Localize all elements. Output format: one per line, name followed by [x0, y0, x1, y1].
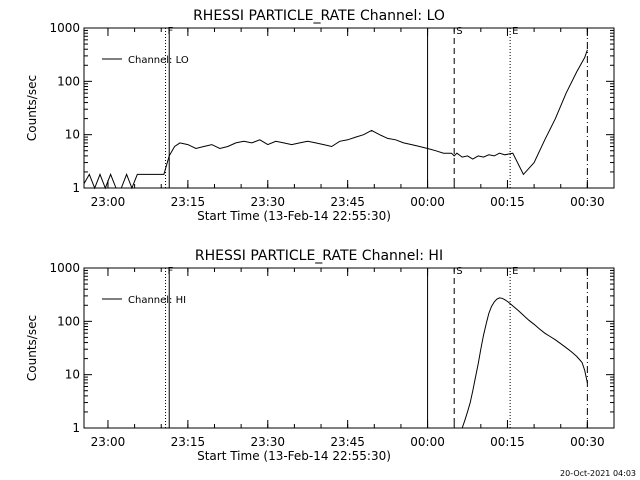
lo-legend-label: Channel: LO [128, 55, 189, 66]
hi-marker-label: S [456, 266, 462, 277]
lo-y-tick-label: 10 [65, 128, 80, 142]
lo-marker-label: E [512, 26, 518, 37]
lo-channel-panel: RHESSI PARTICLE_RATE Channel: LO Start T… [25, 8, 615, 223]
hi-x-tick-label: 00:00 [410, 435, 445, 449]
hi-panel-ylabel: Counts/sec [25, 315, 39, 381]
hi-y-tick-label: 1 [72, 421, 80, 435]
lo-x-tick-label: 00:00 [410, 195, 445, 209]
lo-series-line [83, 49, 588, 190]
hi-x-tick-label: 23:45 [330, 435, 365, 449]
hi-panel-xlabel: Start Time (13-Feb-14 22:55:30) [197, 449, 391, 463]
lo-x-tick-label: 00:30 [570, 195, 605, 209]
hi-marker-label: F [167, 266, 173, 277]
hi-x-tick-label: 23:00 [91, 435, 126, 449]
hi-legend-label: Channel: HI [128, 295, 186, 306]
lo-x-tick-label: 23:00 [91, 195, 126, 209]
hi-plot-frame [83, 267, 615, 429]
lo-panel-ylabel: Counts/sec [25, 75, 39, 141]
lo-y-tick-label: 100 [57, 74, 80, 88]
hi-y-tick-label: 1000 [49, 261, 80, 275]
lo-marker-label: S [456, 26, 462, 37]
lo-marker-label: F [167, 26, 173, 37]
lo-x-tick-label: 23:30 [250, 195, 285, 209]
footer-timestamp: 20-Oct-2021 04:03 [560, 469, 636, 478]
lo-y-tick-label: 1000 [49, 21, 80, 35]
hi-x-tick-label: 00:15 [490, 435, 525, 449]
hi-channel-panel: RHESSI PARTICLE_RATE Channel: HI Start T… [25, 248, 615, 463]
lo-y-tick-label: 1 [72, 181, 80, 195]
hi-x-tick-label: 23:30 [250, 435, 285, 449]
hi-panel-title: RHESSI PARTICLE_RATE Channel: HI [195, 248, 443, 264]
hi-marker-label: E [512, 266, 518, 277]
hi-y-tick-label: 10 [65, 368, 80, 382]
hi-y-tick-label: 100 [57, 314, 80, 328]
lo-plot-frame [83, 27, 615, 189]
hi-x-tick-label: 00:30 [570, 435, 605, 449]
lo-x-tick-label: 23:45 [330, 195, 365, 209]
lo-panel-xlabel: Start Time (13-Feb-14 22:55:30) [197, 209, 391, 223]
lo-x-tick-label: 00:15 [490, 195, 525, 209]
hi-x-tick-label: 23:15 [171, 435, 206, 449]
lo-panel-title: RHESSI PARTICLE_RATE Channel: LO [193, 8, 445, 24]
hi-series-line [461, 297, 588, 429]
lo-x-tick-label: 23:15 [171, 195, 206, 209]
